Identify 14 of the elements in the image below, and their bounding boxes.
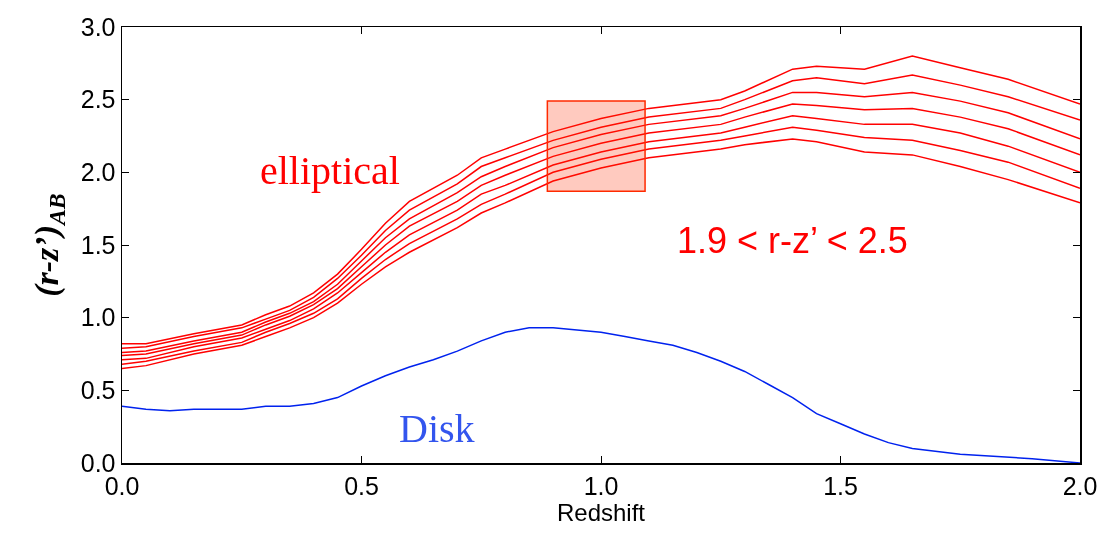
y-tick-label: 2.0 (80, 158, 116, 187)
y-tick-label: 0.5 (80, 376, 116, 405)
annotation: Disk (399, 406, 475, 451)
y-tick-label: 2.5 (80, 85, 116, 114)
x-axis-title: Redshift (556, 499, 646, 527)
annotation: elliptical (260, 148, 400, 193)
x-tick-label: 0.5 (344, 471, 379, 500)
x-tick-label: 1.0 (583, 471, 619, 500)
y-tick-label: 1.0 (80, 303, 116, 332)
annotation: 1.9 < r-z’ < 2.5 (677, 220, 908, 261)
y-tick-label: 1.5 (80, 230, 116, 259)
x-tick-label: 2.0 (1062, 471, 1098, 500)
x-tick-label: 1.5 (823, 471, 858, 500)
y-tick-label: 3.0 (80, 12, 116, 41)
